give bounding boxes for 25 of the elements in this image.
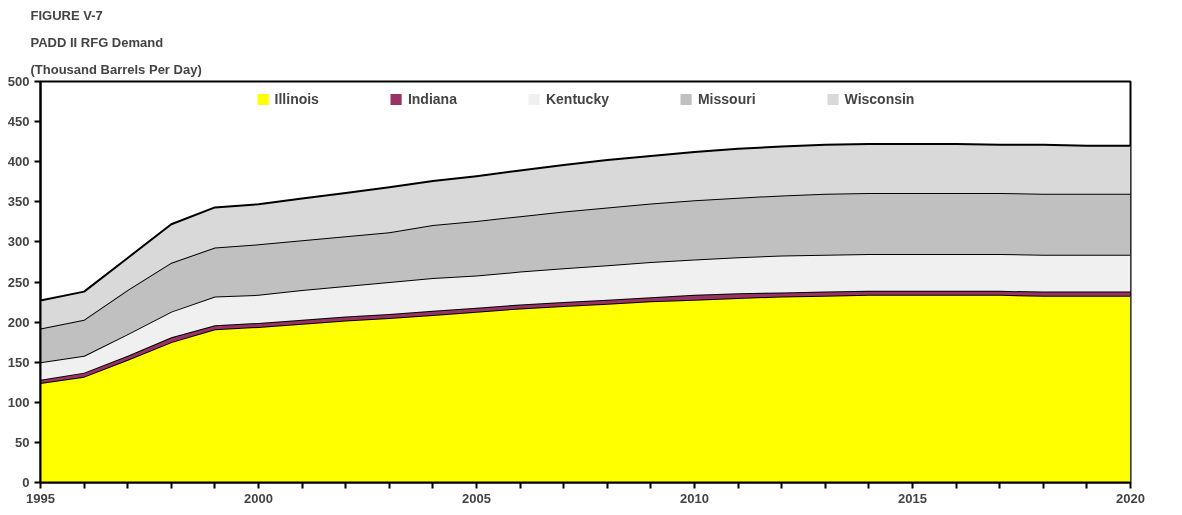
x-tick-label: 2000 [244,490,273,506]
chart-title: FIGURE V-7 [30,7,103,23]
y-tick-label: 250 [7,274,30,290]
y-tick-label: 450 [7,114,30,130]
y-axis-title: (Thousand Barrels Per Day) [30,61,202,77]
legend-label: Missouri [697,91,756,107]
y-tick-label: 300 [7,234,30,250]
y-tick-label: 400 [7,154,30,170]
x-tick-label: 2010 [680,490,709,506]
y-tick-label: 50 [15,434,30,450]
y-tick-label: 100 [7,394,30,410]
y-tick-label: 150 [7,354,30,370]
legend-label: Illinois [274,91,319,107]
legend-label: Indiana [407,91,457,107]
y-tick-label: 350 [7,194,30,210]
x-tick-label: 2005 [462,490,491,506]
x-tick-label: 2015 [898,490,927,506]
y-tick-label: 200 [7,314,30,330]
legend-label: Kentucky [545,91,609,107]
x-tick-label: 2020 [1116,490,1145,506]
x-tick-label: 1995 [26,490,55,506]
y-tick-label: 500 [7,74,30,89]
chart-subtitle: PADD II RFG Demand [30,34,164,50]
y-tick-label: 0 [22,475,30,490]
legend-label: Wisconsin [844,91,915,107]
